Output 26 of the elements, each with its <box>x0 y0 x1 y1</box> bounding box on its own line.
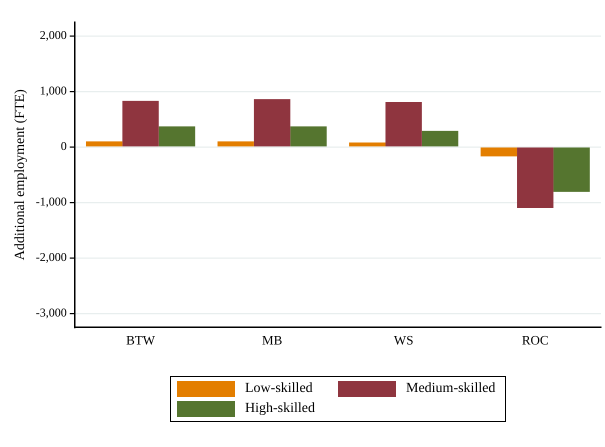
bar <box>422 130 458 146</box>
y-tick-label: -3,000 <box>36 306 67 320</box>
y-axis-title: Additional employment (FTE) <box>13 88 28 260</box>
bar <box>158 126 196 146</box>
y-tick-label: 1,000 <box>40 84 67 98</box>
y-tick-label: 0 <box>60 139 67 154</box>
x-tick-label: MB <box>262 332 283 348</box>
legend-label: Low-skilled <box>245 381 313 397</box>
x-tick-label: ROC <box>522 332 549 348</box>
bar <box>122 100 159 146</box>
x-tick-label: BTW <box>126 332 156 348</box>
legend-label: Medium-skilled <box>406 381 496 397</box>
bar <box>553 148 590 192</box>
y-tick-label: -1,000 <box>36 194 67 209</box>
bar <box>385 102 422 146</box>
bar <box>349 142 386 146</box>
y-tick-label: -2,000 <box>36 250 67 264</box>
bar <box>517 148 554 208</box>
bar <box>86 141 122 146</box>
bar <box>254 99 290 146</box>
legend-label: High-skilled <box>245 401 315 417</box>
x-tick-label: WS <box>394 332 414 348</box>
bar <box>290 126 327 146</box>
bar <box>218 141 254 146</box>
y-tick-label: 2,000 <box>40 28 67 42</box>
bar <box>480 148 518 156</box>
